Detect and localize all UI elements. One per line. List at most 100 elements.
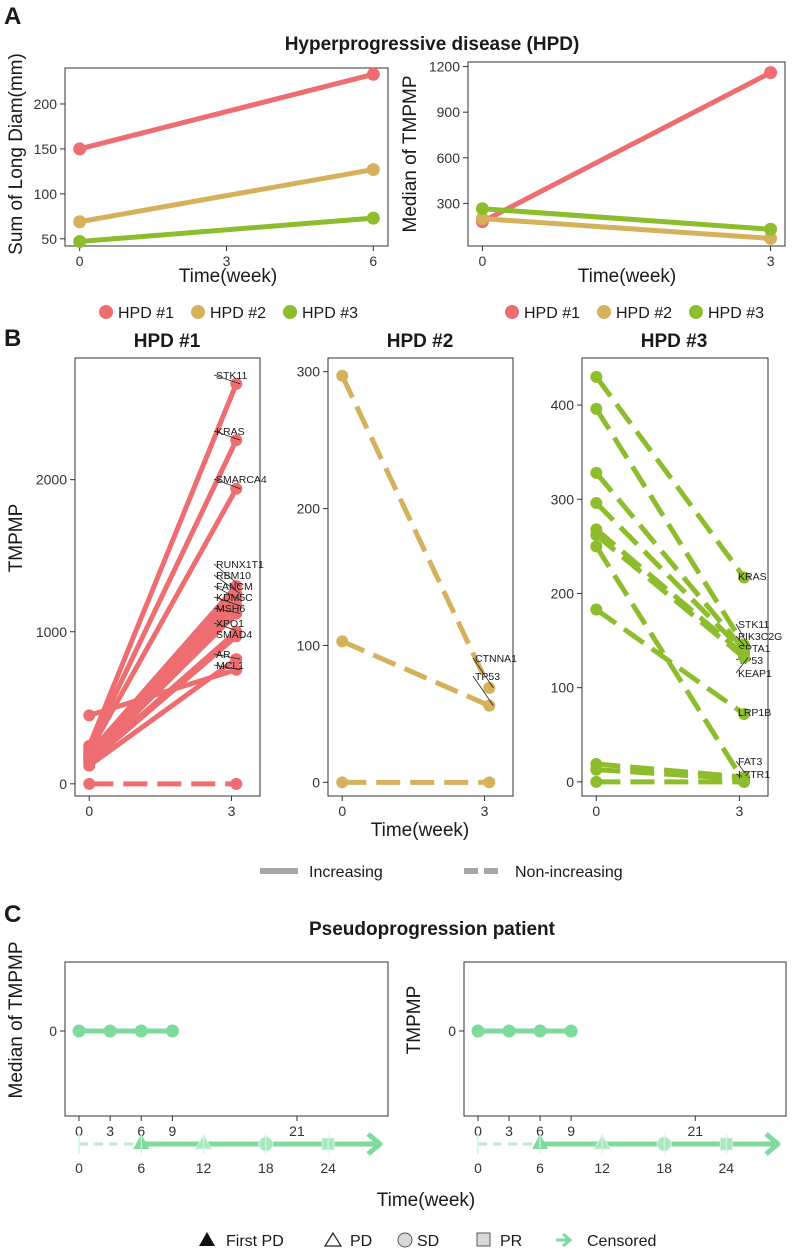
c-left-upper-xtick-label: 3 <box>106 1123 114 1139</box>
panel-c: C Pseudoprogression patient 0 0 3 6 9 21 0 6 12 1… <box>4 901 787 1250</box>
data-point-hpd1 <box>366 67 380 81</box>
gene-label: SMARCA4 <box>216 474 267 486</box>
facet-hpd2-frame <box>327 357 514 797</box>
panel-b-xlabel: Time(week) <box>371 820 470 841</box>
gene-trend-line <box>594 375 747 579</box>
gene-label-leader <box>213 374 241 385</box>
b3-xtick-label: 0 <box>592 803 600 819</box>
gene-trend-line <box>88 667 238 718</box>
b2-ytick-label: 300 <box>297 364 321 380</box>
gene-trend-line <box>341 639 491 708</box>
legend-hpd1-label: HPD #1 <box>118 305 174 322</box>
gene-data-point <box>230 653 243 666</box>
b2-ytick-label: 0 <box>312 774 320 790</box>
a-left-xtick-label: 3 <box>223 253 231 269</box>
gene-data-point <box>230 663 243 676</box>
gene-label-leader <box>213 596 241 607</box>
facet-hpd1-plot: 0 3 0 1000 2000 STK11 KRAS SMARCA4 RUNX1T1RBM10F… <box>36 370 267 819</box>
gene-trend-line <box>87 634 238 765</box>
gene-data-point <box>230 434 243 447</box>
gene-data-point <box>590 370 603 383</box>
c-right-upper-xtick-label: 9 <box>567 1123 575 1139</box>
c-left-ytick-label: 0 <box>49 1023 57 1039</box>
facet-title-hpd3: HPD #3 <box>641 331 708 352</box>
legend-hpd2-label: HPD #2 <box>210 305 266 322</box>
gene-trend-line <box>594 533 746 660</box>
data-point-hpd2 <box>475 212 489 226</box>
panel-c-left-frame <box>64 961 389 1117</box>
b1-ytick-label: 2000 <box>36 472 67 488</box>
legend-hpd3-key <box>283 305 297 319</box>
gene-data-point <box>590 775 603 788</box>
facet-title-hpd1: HPD #1 <box>134 331 201 352</box>
panel-letter-b: B <box>4 325 21 352</box>
a-left-xtick-label: 0 <box>76 253 84 269</box>
facet-hpd1-frame <box>74 357 261 797</box>
gene-label-leader <box>213 430 241 441</box>
panel-c-right-plot: 0 0 3 6 9 21 0 6 12 18 24 <box>448 1023 781 1176</box>
b3-ytick-label: 200 <box>551 585 575 601</box>
gene-trend-line <box>86 439 239 750</box>
panel-a-left-plot: 0 3 6 50 100 150 200 <box>34 67 380 269</box>
b3-ytick-label: 100 <box>551 680 575 696</box>
series-line-hpd1 <box>77 71 376 152</box>
gene-label-leader <box>213 607 241 614</box>
panel-letter-c: C <box>4 901 21 928</box>
gene-data-point <box>738 708 751 721</box>
legend-first-pd-key <box>199 1232 215 1246</box>
c-right-lower-xtick-label: 18 <box>656 1160 672 1176</box>
c-right-lower-xtick-label: 6 <box>536 1160 544 1176</box>
series-line-hpd1 <box>479 70 774 225</box>
panel-a-left-legend: HPD #1 HPD #2 HPD #3 <box>99 305 358 322</box>
panel-c-left-plot: 0 0 3 6 9 21 0 6 12 18 24 <box>49 1023 383 1176</box>
c-right-upper-xtick-label: 21 <box>687 1123 703 1139</box>
c-left-upper-xtick-label: 6 <box>137 1123 145 1139</box>
legend-hpd1-label: HPD #1 <box>524 305 580 322</box>
panel-a-right-xlabel: Time(week) <box>578 266 677 287</box>
gene-label: TP53 <box>475 671 500 683</box>
pseudo-data-point <box>72 1024 86 1038</box>
gene-trend-line <box>594 407 747 647</box>
gene-label: XPO1 <box>216 618 244 630</box>
a-left-ytick-label: 50 <box>41 231 57 247</box>
gene-label-leader <box>472 657 494 689</box>
b3-xtick-label: 3 <box>735 803 743 819</box>
b1-xtick-label: 3 <box>228 803 236 819</box>
gene-data-point <box>83 759 96 772</box>
gene-data-point <box>230 607 243 620</box>
gene-data-point <box>590 529 603 542</box>
gene-label: MCL1 <box>216 660 244 672</box>
gene-label: STK11 <box>216 370 247 382</box>
panel-a-left-xlabel: Time(week) <box>179 266 278 287</box>
c-left-lower-xtick-label: 12 <box>196 1160 212 1176</box>
c-left-upper-xtick-label: 21 <box>289 1123 305 1139</box>
gene-label: KRAS <box>216 426 245 438</box>
panel-a-right-ylabel: Median of TMPMP <box>400 76 421 233</box>
gene-label: FAT3 <box>738 756 762 768</box>
gene-label: PIK3C2G <box>738 631 782 643</box>
gene-label: RUNX1T1 <box>216 559 264 571</box>
a-left-ytick-label: 150 <box>34 141 58 157</box>
series-line-hpd3 <box>77 215 376 245</box>
gene-data-point <box>483 776 496 789</box>
data-point-hpd1 <box>764 66 778 80</box>
c-right-upper-xtick-label: 0 <box>474 1123 482 1139</box>
gene-data-point <box>230 777 243 790</box>
gene-trend-line <box>596 761 745 780</box>
c-right-upper-xtick-label: 3 <box>505 1123 513 1139</box>
gene-data-point <box>590 763 603 776</box>
panel-c-xlabel: Time(week) <box>377 1190 476 1211</box>
gene-label: KDM5C <box>216 592 253 604</box>
gene-label: LRP1B <box>738 707 771 719</box>
panel-a-left-ylabel: Sum of Long Diam(mm) <box>6 53 27 255</box>
b2-xtick-label: 0 <box>338 803 346 819</box>
legend-hpd3-key <box>689 305 703 319</box>
gene-label-leader <box>213 585 241 601</box>
legend-hpd3-label: HPD #3 <box>302 305 358 322</box>
gene-label-leader <box>213 574 241 595</box>
gene-trend-line <box>594 471 747 652</box>
gene-trend-line <box>594 545 747 784</box>
pseudo-data-point <box>502 1024 516 1038</box>
panel-c-legend: First PD PD SD PR Censored <box>199 1231 656 1250</box>
